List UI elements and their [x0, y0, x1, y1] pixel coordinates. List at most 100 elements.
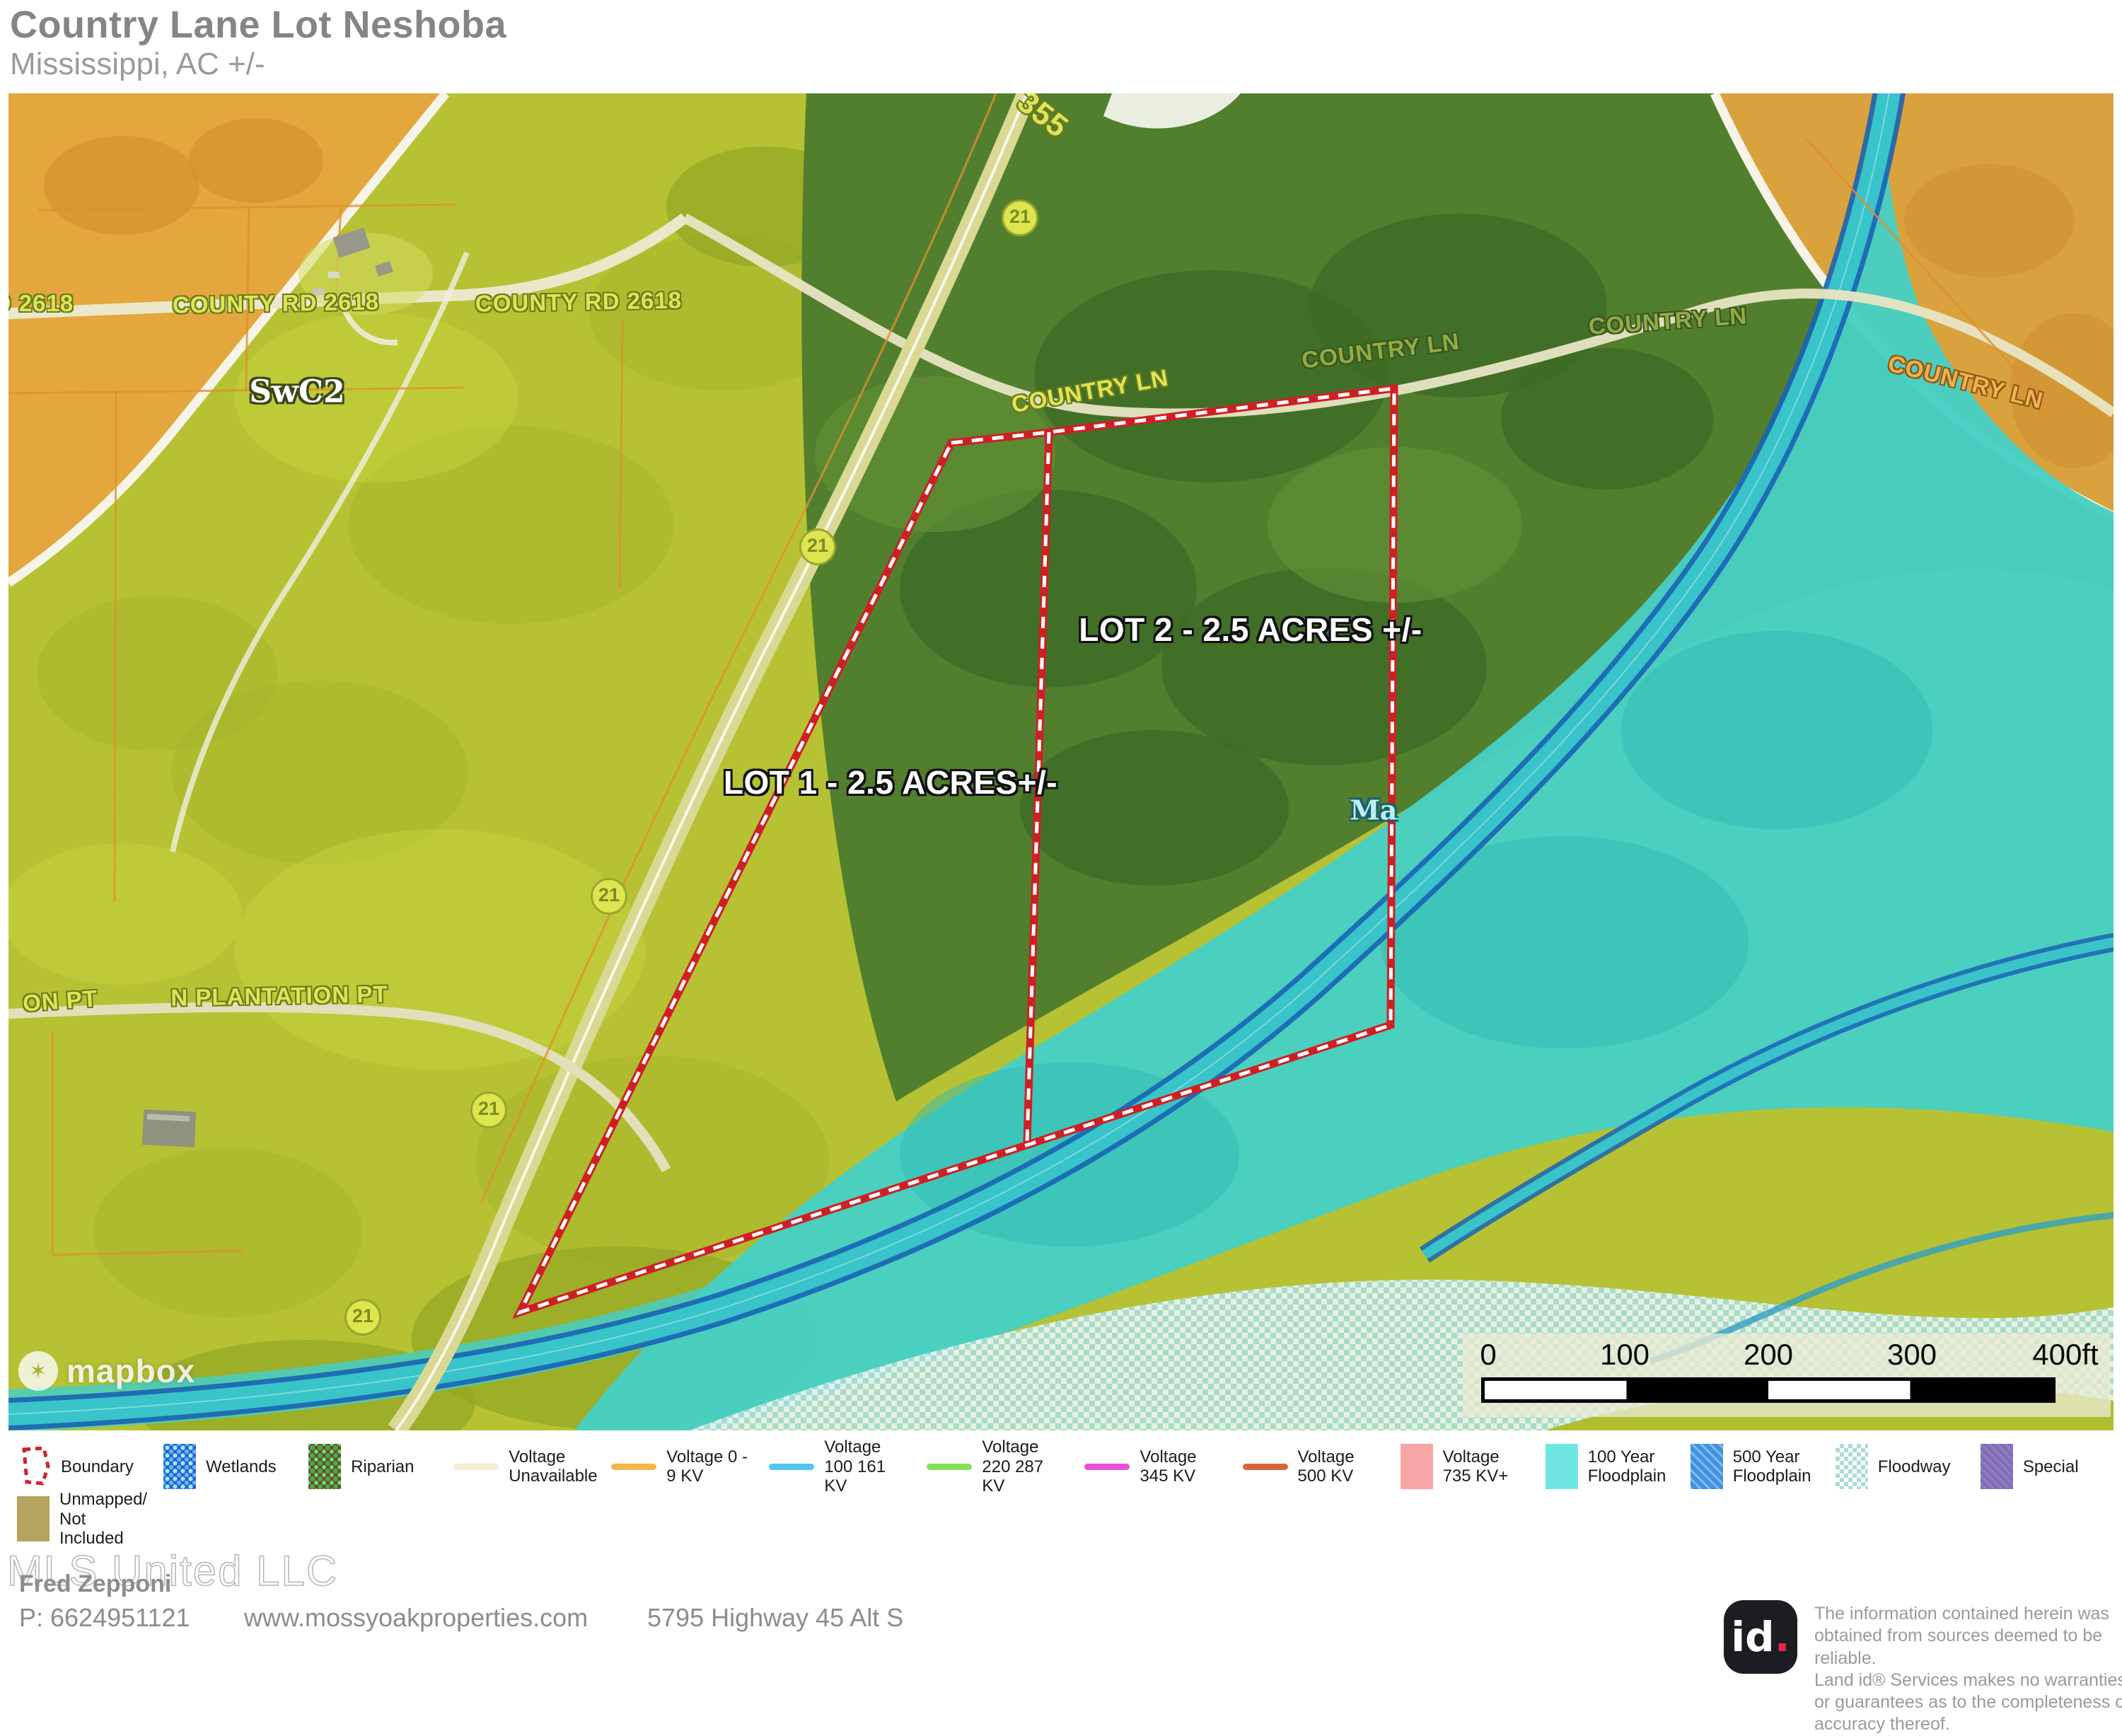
buildings [141, 227, 433, 1147]
legend-item-voltage-100-161: Voltage 100 161 KV [769, 1437, 906, 1496]
scale-tick: 300 [1886, 1338, 1937, 1371]
mapbox-logo[interactable]: ✶ mapbox [18, 1351, 195, 1391]
map-legend: Boundary Wetlands Riparian Voltage Unava… [0, 1430, 2122, 1549]
legend-row-2: Unmapped/ Not Included [17, 1490, 148, 1549]
lot1-label: LOT 1 - 2.5 ACRES+/- [723, 764, 1058, 801]
legend-item-boundary: Boundary [17, 1437, 143, 1496]
legend-label: Boundary [61, 1457, 134, 1476]
highway-21-shield: 21 [470, 1092, 507, 1128]
wetlands-swatch-icon [163, 1444, 197, 1490]
land-id-logo-text: id [1731, 1613, 1775, 1661]
legend-label: 100 Year Floodplain [1587, 1447, 1666, 1486]
road-label-n-plantation-pt: N PLANTATION PT [170, 980, 388, 1011]
disclaimer-line-1: The information contained herein was obt… [1814, 1604, 2109, 1668]
road-label-county-rd-partial: D 2618 [8, 290, 74, 316]
land-id-logo-dot: . [1774, 1613, 1790, 1661]
legend-item-100yr-floodplain: 100 Year Floodplain [1545, 1437, 1670, 1496]
floodway-swatch-icon [1835, 1444, 1868, 1490]
legend-label: Voltage 220 287 KV [982, 1437, 1044, 1496]
agent-name: Fred Zepponi [19, 1570, 172, 1597]
legend-item-riparian: Riparian [308, 1437, 433, 1496]
page-title: Country Lane Lot Neshoba [10, 4, 507, 46]
legend-item-voltage-220-287: Voltage 220 287 KV [927, 1437, 1064, 1496]
legend-item-special: Special [1980, 1437, 2105, 1496]
road-highway-centerline [395, 93, 1028, 1430]
riparian-swatch-icon [308, 1444, 342, 1490]
scale-tick: 200 [1743, 1338, 1794, 1371]
legend-item-voltage-500: Voltage 500 KV [1242, 1437, 1380, 1496]
agent-address: 5795 Highway 45 Alt S [647, 1603, 904, 1632]
boundary-icon [22, 1446, 50, 1486]
lot2-label: LOT 2 - 2.5 ACRES +/- [1079, 611, 1422, 648]
legend-label: Floodway [1877, 1457, 1951, 1476]
stream-main [8, 93, 1906, 1430]
voltage-unavailable-line-icon [453, 1463, 499, 1470]
legend-label: Special [2022, 1457, 2079, 1476]
soil-label-swc2: SwC2 [249, 374, 345, 410]
scale-tick: 0 [1480, 1338, 1497, 1371]
soil-boundary-line [170, 251, 470, 852]
disclaimer-text: The information contained herein was obt… [1814, 1603, 2122, 1736]
legend-label: Unmapped/ Not Included [59, 1490, 148, 1549]
road-plantation-pt [8, 1002, 671, 1173]
legend-item-voltage-735: Voltage 735 KV+ [1400, 1437, 1525, 1496]
legend-label: 500 Year Floodplain [1732, 1447, 1811, 1486]
voltage-500-line-icon [1242, 1463, 1288, 1470]
scale-tick: 100 [1599, 1338, 1650, 1371]
agent-phone: P: 6624951121 [19, 1603, 190, 1632]
legend-item-voltage-unavailable: Voltage Unavailable [453, 1437, 598, 1496]
orange-texture [44, 118, 2114, 468]
scale-bar: 0 100 200 300 400ft [1463, 1333, 2111, 1417]
legend-label: Voltage 100 161 KV [824, 1437, 886, 1496]
highway-21-shield: 21 [591, 878, 627, 915]
voltage-735-swatch-icon [1400, 1444, 1433, 1490]
highway-21-shield: 21 [1002, 199, 1038, 236]
scale-bar-segments [1481, 1377, 2056, 1403]
legend-label: Riparian [351, 1457, 414, 1476]
voltage-0-9-line-icon [611, 1463, 657, 1470]
legend-label: Voltage 735 KV+ [1442, 1447, 1509, 1486]
floodplain-500yr-swatch-icon [1690, 1444, 1723, 1490]
scale-tick: 400ft [2032, 1338, 2099, 1371]
legend-label: Voltage 500 KV [1297, 1447, 1355, 1486]
road-label-on-pt: ON PT [21, 985, 99, 1017]
page: { "header": { "title": "Country Lane Lot… [0, 4, 2122, 1735]
agent-website[interactable]: www.mossyoakproperties.com [244, 1603, 589, 1632]
forest-texture-dark [900, 214, 1713, 886]
legend-item-voltage-0-9: Voltage 0 - 9 KV [611, 1437, 748, 1496]
voltage-345-line-icon [1084, 1463, 1130, 1470]
floodplain-100yr-swatch-icon [1545, 1444, 1578, 1490]
legend-row-1: Boundary Wetlands Riparian Voltage Unava… [0, 1437, 2122, 1496]
mapbox-wordmark: mapbox [66, 1353, 196, 1389]
road-topleft [8, 93, 450, 587]
highway-21-shield: 21 [799, 528, 836, 565]
stream-branch [1419, 932, 2114, 1263]
parcel-lines [8, 93, 2063, 1256]
legend-label: Voltage Unavailable [509, 1447, 598, 1486]
legend-label: Wetlands [206, 1457, 277, 1476]
legend-item-voltage-345: Voltage 345 KV [1084, 1437, 1222, 1496]
unzoned-patch [1103, 93, 1241, 129]
special-swatch-icon [1980, 1444, 2013, 1490]
land-id-logo: id . [1724, 1600, 1797, 1674]
unmapped-swatch-icon [17, 1496, 50, 1542]
legend-item-wetlands: Wetlands [163, 1437, 288, 1496]
mapbox-icon: ✶ [18, 1351, 58, 1391]
footer: MLS United LLC Fred Zepponi P: 662495112… [0, 1546, 2122, 1734]
highway-21-shield: 21 [344, 1299, 381, 1336]
lot-boundary [512, 383, 1398, 1319]
mls-watermark: MLS United LLC [6, 1546, 339, 1595]
road-label-county-rd-2: COUNTY RD 2618 [475, 287, 683, 317]
disclaimer-line-2: Land id® Services makes no warranties or… [1814, 1670, 2122, 1735]
legend-label: Voltage 0 - 9 KV [666, 1447, 748, 1486]
map-artwork [8, 93, 2114, 1430]
road-label-county-rd-1: COUNTY RD 2618 [172, 288, 380, 318]
legend-item-floodway: Floodway [1835, 1437, 1960, 1496]
legend-item-500yr-floodplain: 500 Year Floodplain [1690, 1437, 1815, 1496]
map-canvas[interactable]: D 2618 COUNTY RD 2618 COUNTY RD 2618 355… [8, 93, 2114, 1430]
voltage-220-287-line-icon [927, 1463, 973, 1470]
legend-item-unmapped: Unmapped/ Not Included [17, 1490, 148, 1549]
voltage-100-161-line-icon [769, 1463, 815, 1470]
soil-label-ma: Ma [1350, 794, 1398, 826]
legend-label: Voltage 345 KV [1140, 1447, 1197, 1486]
